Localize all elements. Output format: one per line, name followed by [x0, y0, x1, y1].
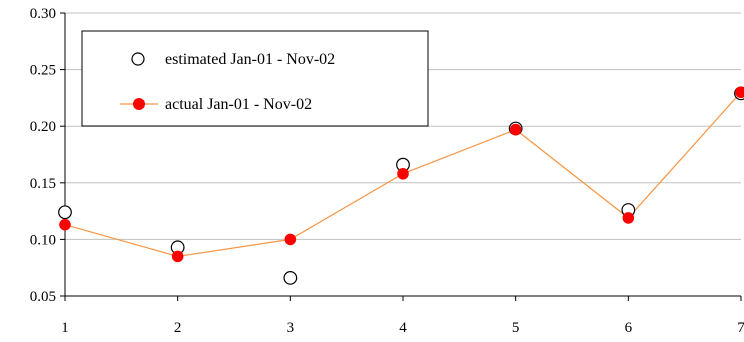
y-axis: 0.05 0.10 0.15 0.20 0.25 0.30 — [30, 6, 65, 305]
y-tick-label: 0.25 — [30, 63, 56, 79]
x-tick-label: 2 — [174, 320, 182, 336]
x-tick-label: 4 — [399, 320, 407, 336]
y-tick-label: 0.05 — [30, 289, 56, 305]
x-tick-label: 3 — [287, 320, 295, 336]
legend-marker-actual — [133, 98, 145, 110]
x-tick-label: 5 — [512, 320, 520, 336]
point-actual — [397, 167, 409, 180]
point-actual — [284, 233, 297, 246]
x-tick-label: 6 — [625, 320, 633, 336]
y-tick-label: 0.15 — [30, 176, 56, 192]
y-tick-label: 0.10 — [30, 232, 56, 248]
legend-marker-estimated — [131, 52, 145, 66]
y-tick-label: 0.30 — [30, 6, 56, 22]
legend-label-estimated: estimated Jan-01 - Nov-02 — [165, 51, 335, 68]
point-actual — [59, 218, 71, 231]
point-estimated — [283, 270, 298, 285]
legend: estimated Jan-01 - Nov-02 actual Jan-01 … — [81, 30, 429, 127]
y-tick-label: 0.20 — [30, 119, 56, 135]
legend-label-actual: actual Jan-01 - Nov-02 — [165, 96, 312, 113]
x-tick-label: 7 — [737, 320, 744, 336]
point-actual — [735, 86, 744, 99]
legend-box — [81, 30, 429, 127]
series-layer — [58, 86, 744, 285]
point-estimated — [58, 205, 72, 220]
x-axis: 1 2 3 4 5 6 7 — [61, 296, 744, 336]
point-actual — [622, 212, 635, 224]
x-tick-label: 1 — [61, 320, 69, 336]
point-actual — [509, 123, 522, 136]
point-actual — [171, 250, 184, 263]
